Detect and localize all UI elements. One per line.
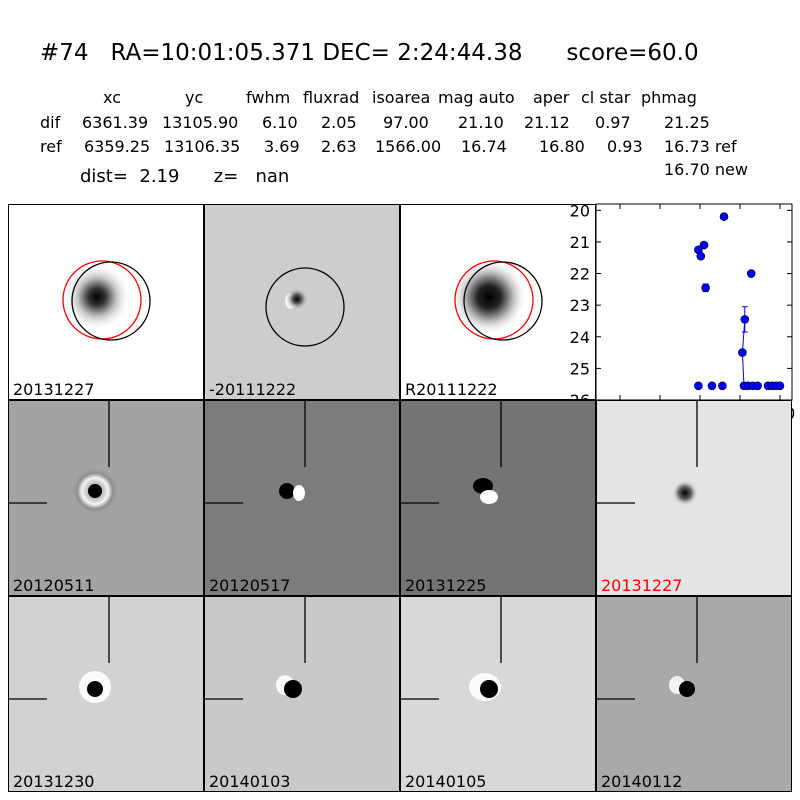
- panel-date-label: 20140105: [405, 772, 487, 791]
- candidate-title: #74 RA=10:01:05.371 DEC= 2:24:44.38 scor…: [40, 40, 699, 66]
- diff-stamp-panel: 20140112: [596, 596, 792, 792]
- data-point: [746, 269, 756, 278]
- diff-stamp-panel: 20120511: [8, 400, 204, 596]
- y-tick-label: 25: [570, 359, 590, 378]
- ref-fwhm: 3.69: [264, 137, 300, 156]
- data-point: [696, 251, 706, 261]
- col-header-aper: aper: [533, 88, 570, 107]
- panel-date-label: 20131230: [13, 772, 95, 791]
- col-header-yc: yc: [185, 88, 204, 107]
- diff-stamp-panel: 20131225: [400, 400, 596, 596]
- col-header-xc: xc: [103, 88, 121, 107]
- ref-xc: 6359.25: [84, 137, 151, 156]
- cutout-ref-image: [451, 259, 543, 341]
- data-point: [740, 315, 750, 324]
- ref-fluxrad: 2.63: [321, 137, 357, 156]
- panel-date-label: 20140103: [209, 772, 291, 791]
- cutout-new-panel: 20131227: [8, 204, 204, 400]
- data-point: [775, 381, 785, 391]
- y-tick-label: 23: [570, 296, 590, 315]
- col-header-phmag: phmag: [641, 88, 697, 107]
- row-label-dif: dif: [40, 113, 61, 132]
- y-tick-label: 22: [570, 265, 590, 284]
- panel-date-label: -20111222: [209, 380, 297, 399]
- panel-date-label: 20131225: [405, 576, 487, 595]
- data-point: [701, 283, 710, 293]
- y-tick-label: 20: [570, 201, 590, 220]
- col-header-fwhm: fwhm: [246, 88, 291, 107]
- diff-stamp-panel: 20131230: [8, 596, 204, 792]
- cutout-diff-panel: -20111222: [204, 204, 400, 400]
- cutout-diff-image: [265, 267, 345, 347]
- panel-date-label: 20120517: [209, 576, 291, 595]
- ref-aper: 16.80: [539, 137, 585, 156]
- ref-mag-auto: 16.74: [461, 137, 507, 156]
- panel-date-label: R20111222: [405, 380, 498, 399]
- data-point: [718, 381, 727, 391]
- panel-date-label: 20131227: [13, 380, 95, 399]
- dif-yc: 13105.90: [162, 113, 239, 132]
- col-header-mag-auto: mag auto: [438, 88, 515, 107]
- data-point: [738, 348, 747, 357]
- data-point: [699, 240, 709, 250]
- dif-isoarea: 97.00: [383, 113, 429, 132]
- diff-stamp-image: [597, 401, 698, 506]
- cutout-ref-panel: R20111222: [400, 204, 596, 400]
- light-curve-chart: 20212223242526−100−50050100: [570, 201, 796, 423]
- ref-yc: 13106.35: [164, 137, 241, 156]
- dif-xc: 6361.39: [82, 113, 149, 132]
- series-line: [741, 352, 745, 386]
- panel-date-label: 20120511: [13, 576, 95, 595]
- dif-aper: 21.12: [524, 113, 570, 132]
- data-point: [719, 212, 729, 221]
- diff-stamp-image: [9, 401, 119, 515]
- diff-stamp-panel: 20140103: [204, 596, 400, 792]
- ref-phmag: 16.73 ref: [664, 137, 737, 156]
- dif-fwhm: 6.10: [262, 113, 298, 132]
- new-mag: 16.70 new: [664, 160, 748, 179]
- row-label-ref: ref: [40, 137, 62, 156]
- ref-cl-star: 0.93: [607, 137, 643, 156]
- cutout-new-image: [62, 260, 151, 341]
- diff-stamp-panel: 20131227: [596, 400, 792, 596]
- dif-mag-auto: 21.10: [458, 113, 504, 132]
- panel-date-label: 20140112: [601, 772, 683, 791]
- diff-stamp-image: [9, 597, 111, 703]
- data-point: [753, 381, 762, 391]
- data-point: [707, 381, 717, 391]
- dif-cl-star: 0.97: [595, 113, 631, 132]
- plot-frame: [595, 203, 793, 401]
- light-curve-plot: 20212223242526−100−50050100: [570, 201, 796, 423]
- diff-stamp-image: [401, 401, 502, 504]
- dif-fluxrad: 2.05: [321, 113, 357, 132]
- col-header-cl-star: cl star: [581, 88, 631, 107]
- col-header-isoarea: isoarea: [372, 88, 431, 107]
- y-tick-label: 21: [570, 233, 590, 252]
- diff-stamp-panel: 20120517: [204, 400, 400, 596]
- diff-stamp-image: [205, 597, 306, 700]
- diff-stamp-image: [205, 401, 306, 504]
- ref-isoarea: 1566.00: [375, 137, 442, 156]
- diff-stamp-image: [401, 597, 502, 701]
- col-header-fluxrad: fluxrad: [303, 88, 360, 107]
- diff-stamp-image: [597, 597, 698, 700]
- dif-phmag: 21.25: [664, 113, 710, 132]
- data-point: [694, 381, 703, 391]
- dist-z-readout: dist= 2.19 z= nan: [80, 166, 290, 187]
- panel-date-label-current: 20131227: [601, 576, 683, 595]
- y-tick-label: 24: [570, 328, 590, 347]
- diff-stamp-panel: 20140105: [400, 596, 596, 792]
